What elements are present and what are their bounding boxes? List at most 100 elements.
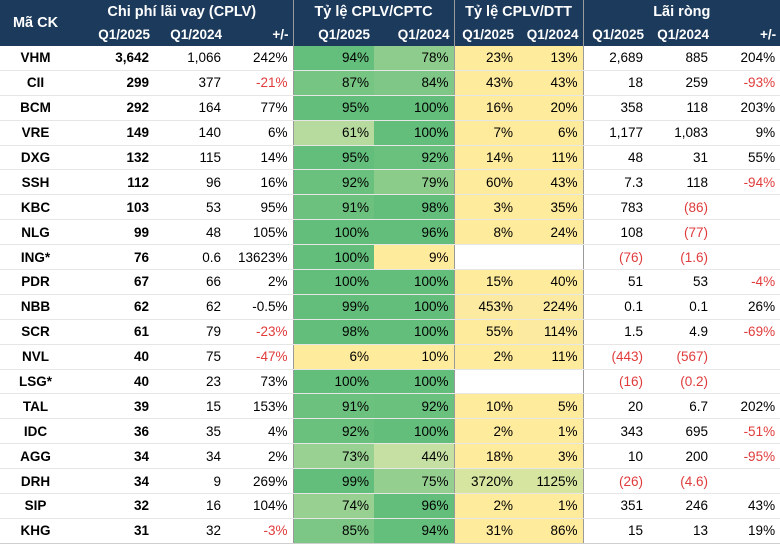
interest-q1-2024-cell: 0.6	[154, 244, 226, 271]
net-income-change-cell	[713, 369, 780, 395]
net-income-change-cell: -69%	[713, 319, 780, 345]
table-row: KHG 31 32 -3% 85% 94% 31% 86% 15 13 19%	[0, 518, 780, 544]
pretax-ratio-q1-2025-cell: 95%	[292, 145, 375, 171]
revenue-ratio-q1-2024-header: Q1/2024	[518, 23, 584, 46]
ratio-pretax-group-header: Tỷ lệ CPLV/CPTC	[292, 0, 455, 23]
net-income-change-cell: 203%	[713, 95, 780, 121]
ticker-cell: NLG	[0, 219, 71, 246]
revenue-ratio-q1-2025-cell: 10%	[453, 393, 519, 420]
net-income-q1-2025-cell: 783	[582, 194, 649, 221]
net-income-change-cell	[713, 244, 780, 271]
interest-q1-2025-cell: 149	[71, 120, 154, 146]
net-income-q1-2024-cell: 1,083	[648, 120, 714, 146]
pretax-ratio-q1-2024-cell: 100%	[374, 269, 455, 295]
interest-q1-2024-cell: 35	[154, 418, 226, 445]
pretax-ratio-q1-2024-header: Q1/2024	[374, 23, 455, 46]
net-income-q1-2024-cell: 885	[648, 46, 714, 71]
revenue-ratio-q1-2025-cell: 31%	[453, 518, 519, 544]
interest-change-cell: 95%	[226, 194, 294, 221]
net-income-q1-2024-cell: 13	[648, 518, 714, 544]
revenue-ratio-q1-2025-header: Q1/2025	[453, 23, 519, 46]
ticker-cell: CII	[0, 70, 71, 96]
revenue-ratio-q1-2025-cell: 55%	[453, 319, 519, 345]
net-income-q1-2025-cell: 2,689	[582, 46, 649, 71]
table-row: VHM 3,642 1,066 242% 94% 78% 23% 13% 2,689 885 204…	[0, 46, 780, 71]
table-body: VHM 3,642 1,066 242% 94% 78% 23% 13% 2,689 885 204…	[0, 46, 780, 544]
table-row: SSH 112 96 16% 92% 79% 60% 43% 7.3 118 -94%	[0, 169, 780, 196]
revenue-ratio-q1-2025-cell: 43%	[453, 70, 519, 96]
table-header: Mã CK Chi phí lãi vay (CPLV) Tỷ lệ CPLV/…	[0, 0, 780, 46]
revenue-ratio-q1-2024-cell: 1125%	[518, 468, 584, 495]
net-income-q1-2024-cell: 53	[648, 269, 714, 295]
net-income-change-cell: 55%	[713, 145, 780, 171]
pretax-ratio-q1-2024-cell: 100%	[374, 369, 455, 395]
pretax-ratio-q1-2024-cell: 92%	[374, 393, 455, 420]
net-income-q1-2024-cell: 6.7	[648, 393, 714, 420]
ticker-cell: LSG*	[0, 369, 71, 395]
revenue-ratio-q1-2024-cell: 13%	[518, 46, 584, 71]
table-row: SCR 61 79 -23% 98% 100% 55% 114% 1.5 4.9 -69%	[0, 319, 780, 345]
net-income-q1-2024-cell: (567)	[648, 344, 714, 370]
pretax-ratio-q1-2024-cell: 100%	[374, 319, 455, 345]
table-row: SIP 32 16 104% 74% 96% 2% 1% 351 246 43%	[0, 493, 780, 519]
revenue-ratio-q1-2025-cell: 2%	[453, 493, 519, 519]
revenue-ratio-q1-2024-cell	[518, 369, 584, 395]
interest-q1-2024-cell: 1,066	[154, 46, 226, 71]
interest-change-cell: 73%	[226, 369, 294, 395]
interest-change-cell: 77%	[226, 95, 294, 121]
interest-q1-2025-cell: 36	[71, 418, 154, 445]
net-income-q1-2024-cell: (0.2)	[648, 369, 714, 395]
revenue-ratio-q1-2024-cell: 6%	[518, 120, 584, 146]
net-income-q1-2024-cell: 200	[648, 443, 714, 470]
revenue-ratio-q1-2025-cell	[453, 369, 519, 395]
net-income-change-cell: 9%	[713, 120, 780, 146]
revenue-ratio-q1-2024-cell: 43%	[518, 70, 584, 96]
table-row: ING* 76 0.6 13623% 100% 9% (76) (1.6)	[0, 244, 780, 271]
ticker-cell: DXG	[0, 145, 71, 171]
net-income-q1-2025-cell: 48	[582, 145, 649, 171]
table-row: IDC 36 35 4% 92% 100% 2% 1% 343 695 -51%	[0, 418, 780, 445]
pretax-ratio-q1-2024-cell: 94%	[374, 518, 455, 544]
interest-q1-2024-cell: 66	[154, 269, 226, 295]
revenue-ratio-q1-2025-cell: 18%	[453, 443, 519, 470]
ticker-cell: VHM	[0, 46, 71, 71]
table-row: KBC 103 53 95% 91% 98% 3% 35% 783 (86)	[0, 194, 780, 221]
revenue-ratio-q1-2024-cell: 11%	[518, 145, 584, 171]
net-income-q1-2025-cell: 18	[582, 70, 649, 96]
pretax-ratio-q1-2024-cell: 96%	[374, 219, 455, 246]
net-income-q1-2024-cell: 695	[648, 418, 714, 445]
interest-change-cell: 4%	[226, 418, 294, 445]
revenue-ratio-q1-2024-cell: 11%	[518, 344, 584, 370]
ticker-cell: KBC	[0, 194, 71, 221]
pretax-ratio-q1-2024-cell: 78%	[374, 46, 455, 71]
interest-q1-2025-cell: 76	[71, 244, 154, 271]
net-income-change-cell: 19%	[713, 518, 780, 544]
pretax-ratio-q1-2024-cell: 92%	[374, 145, 455, 171]
pretax-ratio-q1-2025-cell: 91%	[292, 194, 375, 221]
interest-q1-2025-cell: 3,642	[71, 46, 154, 71]
revenue-ratio-q1-2025-cell	[453, 244, 519, 271]
pretax-ratio-q1-2025-cell: 87%	[292, 70, 375, 96]
table-row: DXG 132 115 14% 95% 92% 14% 11% 48 31 55%	[0, 145, 780, 171]
revenue-ratio-q1-2025-cell: 23%	[453, 46, 519, 71]
interest-change-cell: 14%	[226, 145, 294, 171]
interest-q1-2024-cell: 48	[154, 219, 226, 246]
net-income-change-cell: 202%	[713, 393, 780, 420]
interest-change-cell: 242%	[226, 46, 294, 71]
net-income-q1-2024-cell: (77)	[648, 219, 714, 246]
net-income-change-header: +/-	[713, 23, 780, 46]
pretax-ratio-q1-2025-header: Q1/2025	[292, 23, 375, 46]
interest-change-cell: -47%	[226, 344, 294, 370]
net-income-change-cell: 43%	[713, 493, 780, 519]
interest-change-cell: -23%	[226, 319, 294, 345]
interest-q1-2025-cell: 34	[71, 468, 154, 495]
revenue-ratio-q1-2025-cell: 453%	[453, 294, 519, 320]
net-income-q1-2025-cell: 351	[582, 493, 649, 519]
net-income-change-cell: 26%	[713, 294, 780, 320]
pretax-ratio-q1-2024-cell: 100%	[374, 95, 455, 121]
interest-q1-2024-cell: 140	[154, 120, 226, 146]
net-income-q1-2024-cell: 118	[648, 95, 714, 121]
interest-change-cell: 2%	[226, 269, 294, 295]
table-row: NLG 99 48 105% 100% 96% 8% 24% 108 (77)	[0, 219, 780, 246]
interest-change-cell: -21%	[226, 70, 294, 96]
